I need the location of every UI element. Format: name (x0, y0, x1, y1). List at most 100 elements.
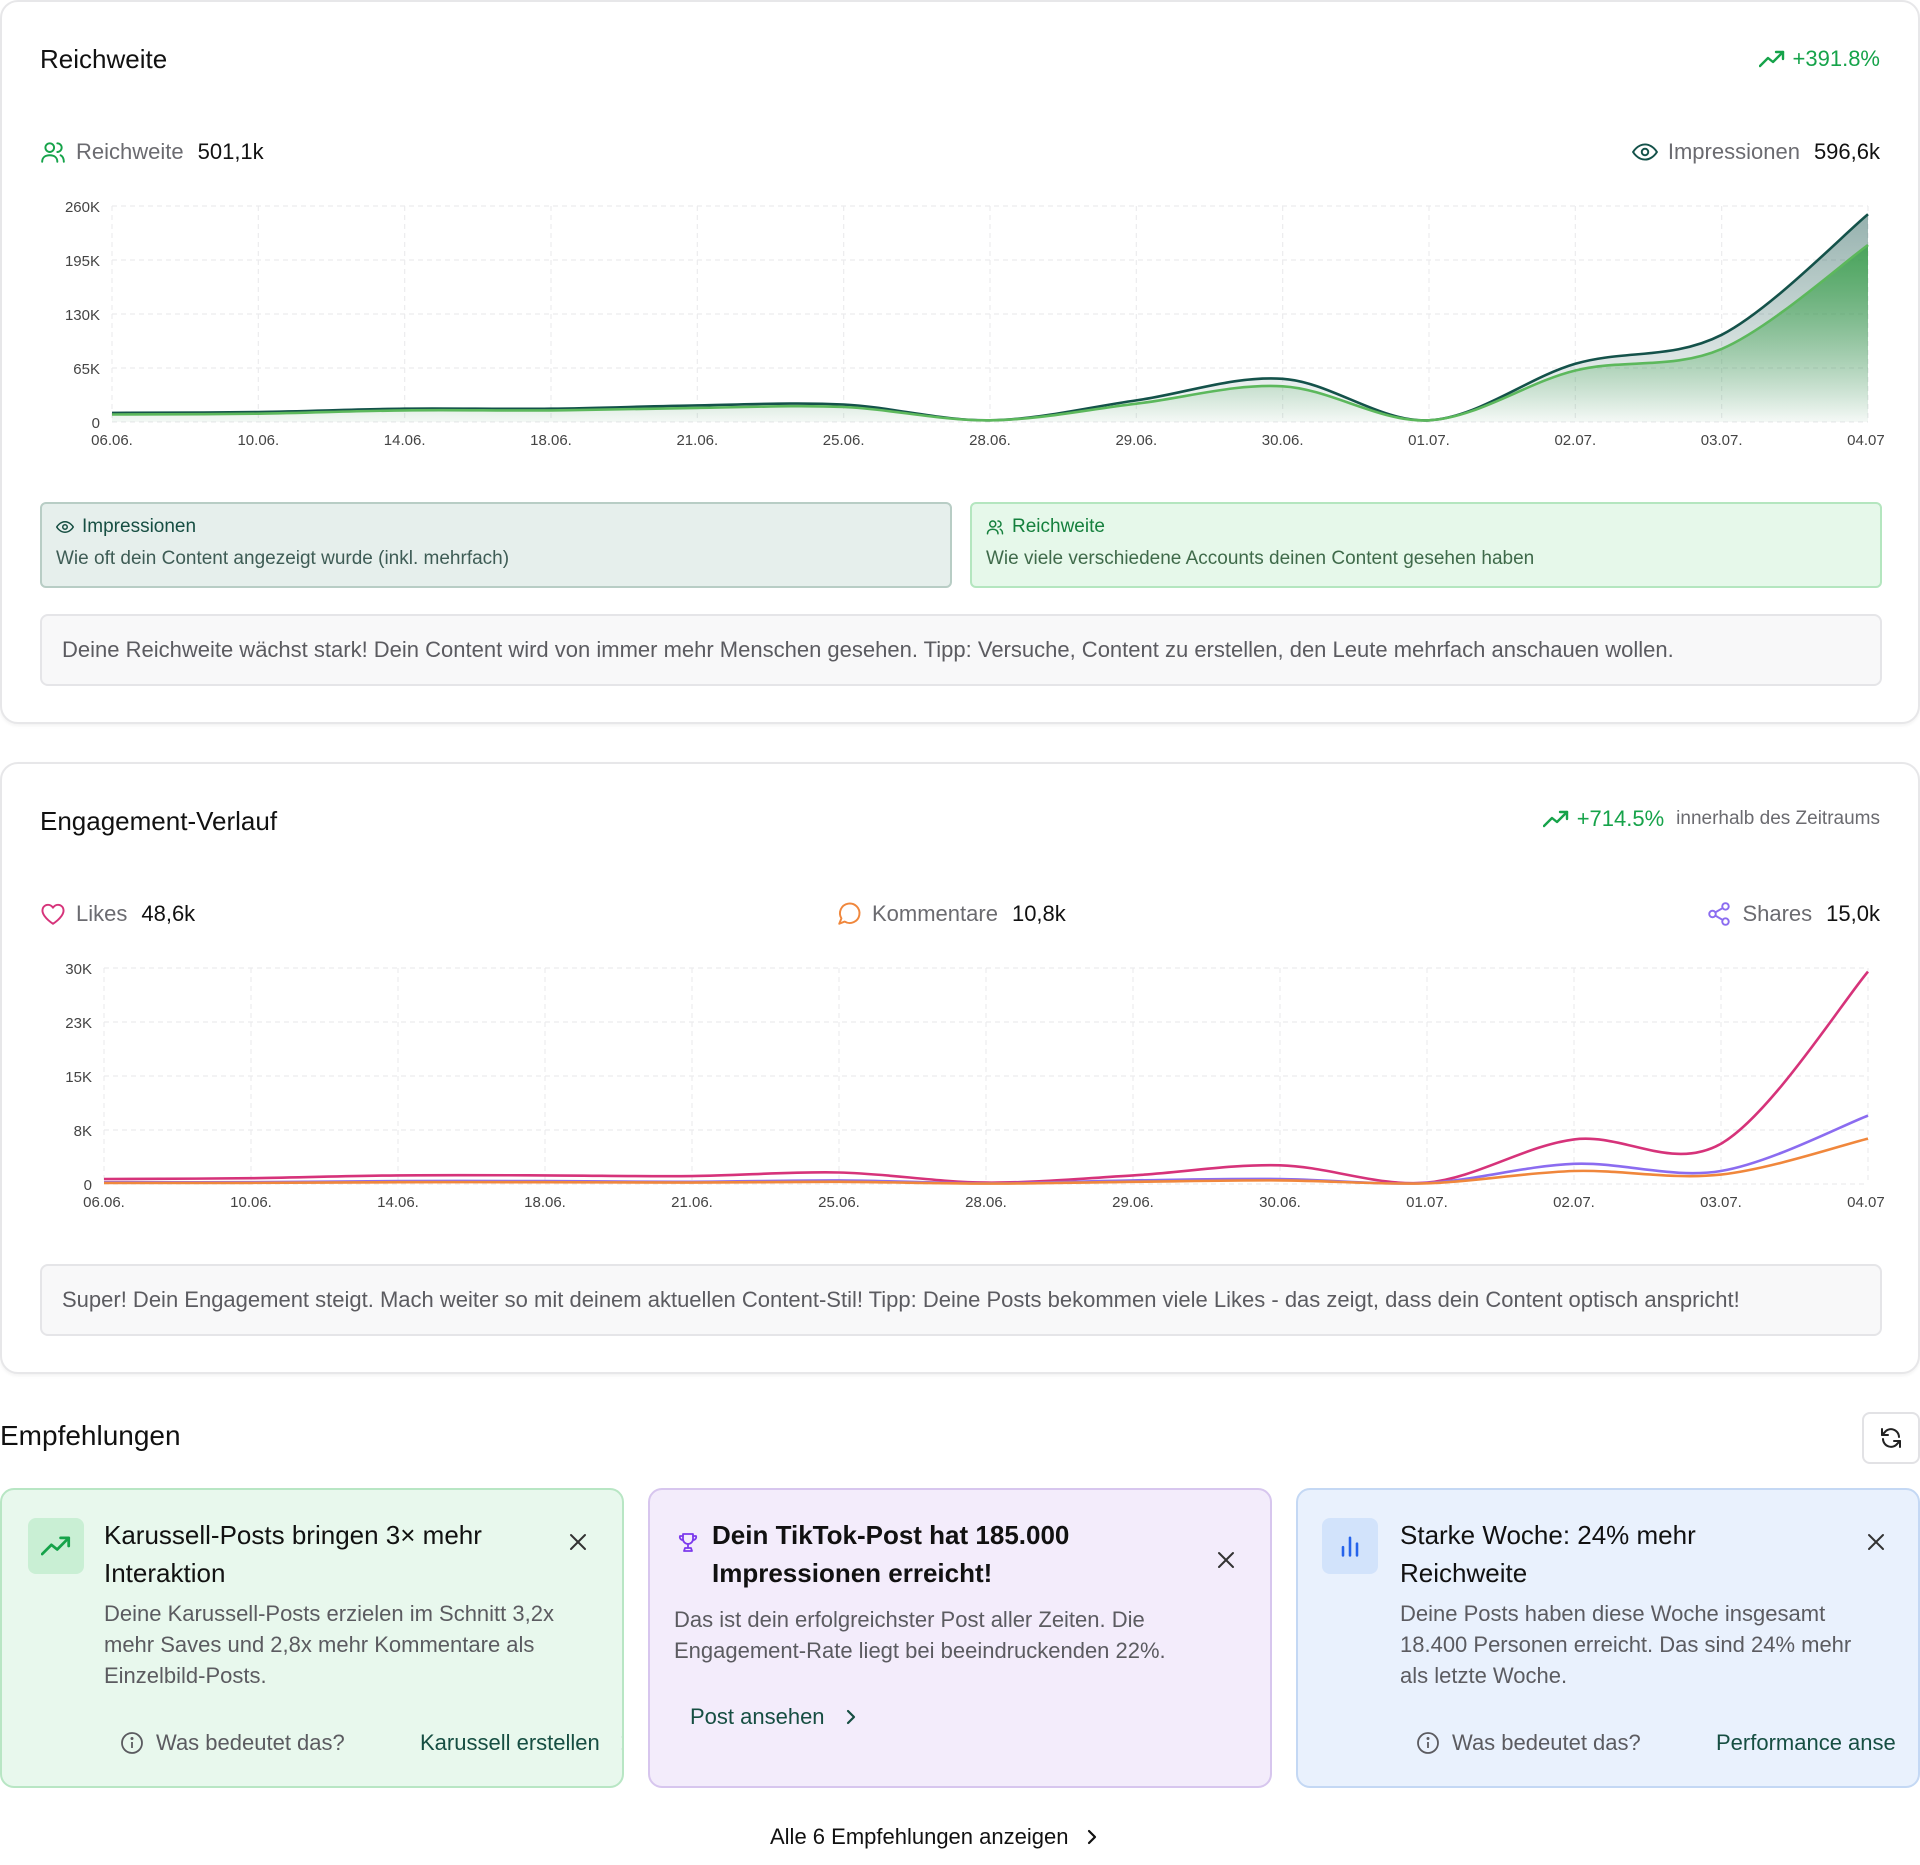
y-tick-label: 8K (74, 1123, 92, 1140)
engagement-tip: Super! Dein Engagement steigt. Mach weit… (40, 1264, 1882, 1336)
y-tick-label: 260K (65, 199, 100, 216)
impressions-metric-value: 596,6k (1813, 139, 1880, 164)
rec-title-line: Dein TikTok-Post hat 185.000 (712, 1520, 1070, 1550)
x-tick-label: 01.07. (1408, 432, 1450, 449)
y-tick-label: 0 (92, 415, 100, 432)
action-label: Karussell erstellen (420, 1730, 600, 1755)
trophy-icon (678, 1533, 698, 1552)
reach-chart-svg: 260K 195K 130K 65K 006.06. 10.06. 14.06. 18.06.… (65, 199, 1886, 449)
recommendation-card: Starke Woche: 24% mehr Reichweite Deine … (1296, 1488, 1920, 1788)
help-link[interactable]: Was bedeutet das? (1416, 1730, 1641, 1756)
reach-legend-title: Reichweite (1012, 516, 1105, 537)
x-tick-label: 03.07. (1700, 1194, 1742, 1211)
recommendation-card: Karussell-Posts bringen 3× mehr Interakt… (0, 1488, 624, 1788)
impressions-legend-desc: Wie oft dein Content angezeigt wurde (in… (56, 548, 510, 569)
chevron-right-icon (1088, 1829, 1097, 1845)
rec-title-line: Karussell-Posts bringen 3× mehr (104, 1520, 482, 1550)
x-tick-label: 28.06. (965, 1194, 1007, 1211)
eye-icon (1631, 143, 1658, 161)
x-tick-label: 02.07. (1554, 432, 1596, 449)
x-tick-label: 30.06. (1259, 1194, 1301, 1211)
refresh-button[interactable] (1862, 1412, 1920, 1464)
reach-tip: Deine Reichweite wächst stark! Dein Cont… (40, 614, 1882, 686)
x-tick-label: 14.06. (377, 1194, 419, 1211)
heart-icon (41, 903, 65, 925)
chevron-right-icon (621, 1736, 622, 1750)
impressions-legend: Impressionen Wie oft dein Content angeze… (40, 502, 952, 588)
series-line-reichweite (111, 243, 1869, 422)
x-tick-label: 29.06. (1112, 1194, 1154, 1211)
reach-chart: 260K 195K 130K 65K 0 06.06. 10.06. 14.06. 18.06.… (40, 192, 1886, 452)
trending-up-icon (1542, 810, 1568, 828)
x-tick-label: 28.06. (969, 432, 1011, 449)
recommendations-title: Empfehlungen (0, 1420, 181, 1451)
message-circle-icon (838, 902, 861, 925)
users-icon (41, 142, 65, 163)
x-tick-label: 02.07. (1553, 1194, 1595, 1211)
series-area-reichweite (112, 245, 1868, 422)
help-link-label: Was bedeutet das? (1452, 1730, 1641, 1755)
impressions-legend-title: Impressionen (82, 516, 197, 537)
close-button[interactable] (1864, 1530, 1888, 1554)
shares-metric-label: Shares (1742, 901, 1813, 926)
engagement-chart-svg: 30K 23K 15K 8K 006.06. 10.06. 14.06. 18.06. 21.0… (65, 961, 1886, 1211)
rec-desc-line: Deine Karussell-Posts erzielen im Schnit… (104, 1601, 554, 1626)
rec-description: Deine Karussell-Posts erzielen im Schnit… (104, 1598, 554, 1691)
help-link-label: Was bedeutet das? (156, 1730, 345, 1755)
comments-metric: Kommentare 10,8k (836, 901, 1066, 927)
shares-metric-value: 15,0k (1826, 901, 1880, 926)
info-icon (121, 1732, 143, 1754)
engagement-card: Engagement-Verlauf +714.5% innerhalb des… (0, 762, 1920, 1374)
x-tick-label: 18.06. (524, 1194, 566, 1211)
rec-title: Dein TikTok-Post hat 185.000 Impressione… (712, 1516, 1069, 1592)
rec-icon-wrap (1322, 1518, 1378, 1574)
rec-title-line: Impressionen erreicht! (712, 1558, 993, 1588)
x-tick-label: 21.06. (671, 1194, 713, 1211)
close-icon (570, 1534, 586, 1550)
view-post-button[interactable]: Post ansehen (690, 1704, 857, 1730)
rec-description: Das ist dein erfolgreichster Post aller … (674, 1604, 1166, 1666)
y-tick-label: 65K (73, 361, 100, 378)
x-tick-label: 06.06. (83, 1194, 125, 1211)
close-button[interactable] (1214, 1548, 1238, 1572)
engagement-trend: +714.5% innerhalb des Zeitraums (1542, 806, 1880, 832)
close-icon (1218, 1552, 1234, 1568)
likes-metric-value: 48,6k (141, 901, 196, 926)
x-tick-label: 04.07. (1847, 432, 1886, 449)
rec-desc-line: Einzelbild-Posts. (104, 1663, 267, 1688)
rec-desc-line: als letzte Woche. (1400, 1663, 1568, 1688)
likes-metric-label: Likes (76, 901, 128, 926)
show-all-recommendations-link[interactable]: Alle 6 Empfehlungen anzeigen (770, 1824, 1098, 1850)
trending-up-icon (1758, 50, 1784, 68)
users-icon (986, 520, 1004, 535)
rec-desc-line: mehr Saves und 2,8x mehr Kommentare als (104, 1632, 535, 1657)
rec-desc-line: 18.400 Personen erreicht. Das sind 24% m… (1400, 1632, 1852, 1657)
x-tick-label: 30.06. (1262, 432, 1304, 449)
series-line-kommentare (103, 1137, 1869, 1185)
impressions-metric: Impressionen 596,6k (1631, 139, 1880, 165)
x-tick-label: 04.07. (1847, 1194, 1886, 1211)
x-tick-label: 01.07. (1406, 1194, 1448, 1211)
x-tick-label: 10.06. (230, 1194, 272, 1211)
info-icon (1417, 1732, 1439, 1754)
x-tick-label: 25.06. (818, 1194, 860, 1211)
reach-metric-value: 501,1k (197, 139, 264, 164)
x-tick-label: 29.06. (1115, 432, 1157, 449)
view-performance-button[interactable]: Performance anse (1716, 1730, 1896, 1756)
y-tick-label: 0 (84, 1177, 92, 1194)
reach-legend: Reichweite Wie viele verschiedene Accoun… (970, 502, 1882, 588)
comments-metric-label: Kommentare (872, 901, 998, 926)
share-icon (1708, 902, 1731, 926)
x-tick-label: 25.06. (823, 432, 865, 449)
reach-trend: +391.8% (1758, 46, 1880, 72)
create-carousel-button[interactable]: Karussell erstellen (420, 1730, 622, 1756)
y-tick-label: 195K (65, 253, 100, 270)
rec-desc-line: Deine Posts haben diese Woche insgesamt (1400, 1601, 1826, 1626)
engagement-chart: 30K 23K 15K 8K 0 06.06. 10.06. 14.06. 18.06. 21.0… (40, 954, 1886, 1214)
help-link[interactable]: Was bedeutet das? (120, 1730, 345, 1756)
close-button[interactable] (566, 1530, 590, 1554)
x-tick-label: 14.06. (384, 432, 426, 449)
shares-metric: Shares 15,0k (1706, 901, 1880, 927)
reach-metric: Reichweite 501,1k (40, 139, 264, 165)
chevron-right-icon (846, 1709, 855, 1725)
